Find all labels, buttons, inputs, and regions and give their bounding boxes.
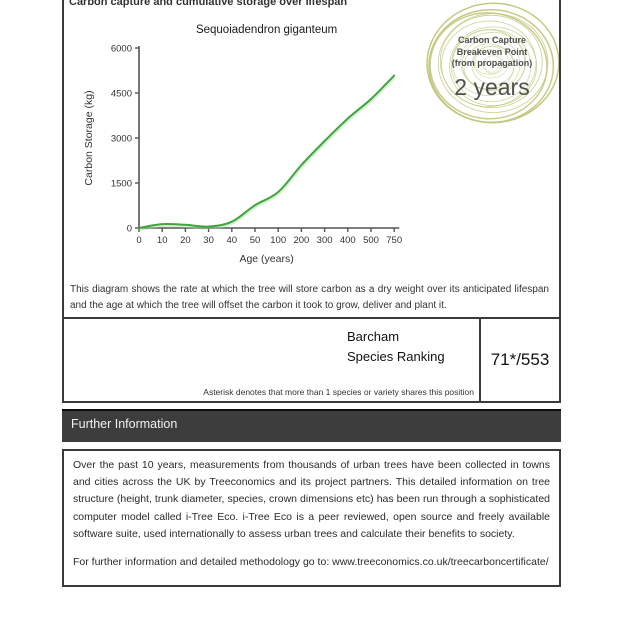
svg-text:750: 750 [386, 235, 402, 246]
svg-text:Sequoiadendron giganteum: Sequoiadendron giganteum [196, 24, 337, 36]
svg-text:0: 0 [127, 224, 132, 235]
svg-text:200: 200 [293, 235, 309, 246]
chart-description: This diagram shows the rate at which the… [70, 284, 549, 311]
tree-rings-illustration [426, 2, 559, 124]
svg-text:6000: 6000 [111, 44, 132, 55]
svg-text:400: 400 [340, 235, 356, 246]
breakeven-badge: Carbon Capture Breakeven Point (from pro… [424, 1, 559, 129]
ranking-value: 71*/553 [490, 350, 550, 369]
badge-title-line3: (from propagation) [451, 58, 533, 69]
section-title: Carbon capture and cumulative storage ov… [69, 0, 348, 8]
svg-text:1500: 1500 [111, 179, 132, 190]
svg-text:40: 40 [227, 235, 238, 246]
further-info-link-line: For further information and detailed met… [73, 556, 549, 569]
ranking-asterisk-note: Asterisk denotes that more than 1 specie… [203, 387, 474, 397]
svg-text:3000: 3000 [111, 134, 132, 145]
svg-text:500: 500 [363, 235, 379, 246]
ranking-value-cell: 71*/553 [479, 319, 559, 401]
ranking-label-cell: Barcham Species Ranking Asterisk denotes… [64, 319, 479, 401]
ranking-org: Barcham [347, 329, 400, 344]
breakeven-value: 2 years [454, 73, 530, 100]
carbon-storage-chart: 0 1500 3000 4500 6000 0 10 20 30 40 50 100 200 300 400… [83, 24, 402, 265]
svg-text:10: 10 [157, 235, 168, 246]
certificate-sheet: Carbon capture and cumulative storage ov… [62, 0, 561, 587]
further-info-panel: Over the past 10 years, measurements fro… [62, 449, 561, 587]
ranking-title: Barcham Species Ranking [347, 327, 445, 366]
badge-title-line2: Breakeven Point [456, 46, 528, 57]
svg-text:30: 30 [203, 235, 214, 246]
carbon-chart-section: Carbon capture and cumulative storage ov… [62, 0, 561, 317]
further-info-body: Over the past 10 years, measurements fro… [73, 459, 550, 540]
svg-text:Age (years): Age (years) [239, 253, 293, 265]
species-ranking-panel: Barcham Species Ranking Asterisk denotes… [62, 317, 561, 403]
further-info-header: Further Information [62, 409, 561, 442]
svg-text:100: 100 [270, 235, 286, 246]
svg-text:0: 0 [136, 235, 141, 246]
svg-text:Carbon Storage (kg): Carbon Storage (kg) [83, 90, 95, 185]
badge-title-line1: Carbon Capture [457, 35, 526, 46]
badge-text: Carbon Capture Breakeven Point (from pro… [424, 1, 559, 129]
ranking-label: Species Ranking [347, 348, 445, 364]
svg-text:20: 20 [180, 235, 191, 246]
svg-text:4500: 4500 [111, 89, 132, 100]
svg-text:300: 300 [317, 235, 333, 246]
svg-text:50: 50 [250, 235, 261, 246]
